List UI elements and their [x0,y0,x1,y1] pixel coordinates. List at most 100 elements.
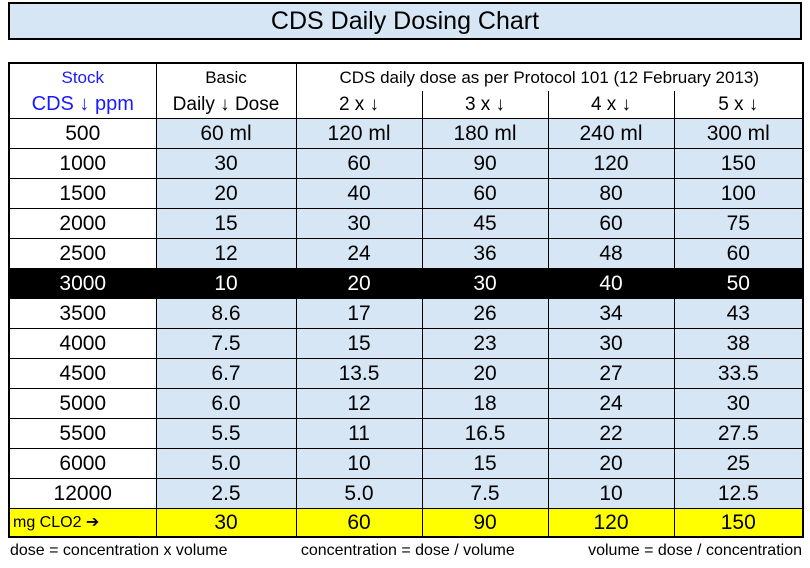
cell: 38 [673,328,804,359]
cell: 3500 [8,298,157,329]
title: CDS Daily Dosing Chart [8,2,802,40]
cell: 12 [295,388,423,419]
cell: 20 [295,268,423,299]
cell: 2500 [8,238,157,269]
cell: 5.5 [155,418,297,449]
cell: 27.5 [673,418,804,449]
total-cell: 120 [547,508,675,538]
header-row: CDS ↓ ppm Daily ↓ Dose 2 x ↓ 3 x ↓ 4 x ↓ 5 x … [8,91,804,119]
data-row: 12000 2.5 5.0 7.5 10 12.5 [8,478,804,509]
cell: 4000 [8,328,157,359]
data-row: 6000 5.0 10 15 20 25 [8,448,804,479]
cell: 15 [155,208,297,239]
table-head: Stock Basic CDS daily dose as per Protocol… [8,62,804,119]
cell: 12000 [8,478,157,509]
total-cell: mg CLO2 ➔ [8,508,157,538]
cell: 16.5 [421,418,549,449]
cell: 60 [295,148,423,179]
header-cell: 4 x ↓ [547,91,675,119]
cell: 10 [547,478,675,509]
cell: 30 [295,208,423,239]
cell: 60 [673,238,804,269]
cell: 25 [673,448,804,479]
cell: 40 [295,178,423,209]
total-cell: 30 [155,508,297,538]
cell: 36 [421,238,549,269]
cell: 7.5 [421,478,549,509]
header-cell: 5 x ↓ [673,91,804,119]
table-body: 500 60 ml 120 ml 180 ml 240 ml 300 ml 1000 30 60… [8,118,804,509]
cell: 150 [673,148,804,179]
cell: 11 [295,418,423,449]
cell: 60 [421,178,549,209]
cell: 180 ml [421,118,549,149]
dosing-table: Stock Basic CDS daily dose as per Protocol… [8,62,804,538]
total-cell: 90 [421,508,549,538]
cell: 6.7 [155,358,297,389]
header-cell: Stock [8,62,157,91]
cell: 30 [547,328,675,359]
cell: 7.5 [155,328,297,359]
header-cell: Basic [155,62,297,91]
data-row: 4000 7.5 15 23 30 38 [8,328,804,359]
cell: 50 [673,268,804,299]
cell: 12 [155,238,297,269]
cell: 45 [421,208,549,239]
cell: 2.5 [155,478,297,509]
cell: 22 [547,418,675,449]
cell: 6000 [8,448,157,479]
data-row: 3500 8.6 17 26 34 43 [8,298,804,329]
cell: 26 [421,298,549,329]
cell: 5.0 [155,448,297,479]
cell: 1000 [8,148,157,179]
cell: 2000 [8,208,157,239]
formula: volume = dose / concentration [588,542,802,559]
cell: 80 [547,178,675,209]
cell: 12.5 [673,478,804,509]
data-row: 500 60 ml 120 ml 180 ml 240 ml 300 ml [8,118,804,149]
cell: 5000 [8,388,157,419]
cell: 27 [547,358,675,389]
cell: 30 [155,148,297,179]
cell: 10 [295,448,423,479]
cell: 5500 [8,418,157,449]
cell: 20 [421,358,549,389]
header-cell: Daily ↓ Dose [155,91,297,119]
total-row: mg CLO2 ➔ 30 60 90 120 150 [8,508,804,538]
cell: 8.6 [155,298,297,329]
cell: 120 ml [295,118,423,149]
formula: dose = concentration x volume [10,542,228,559]
cell: 6.0 [155,388,297,419]
cell: 3000 [8,268,157,299]
cell: 17 [295,298,423,329]
cell: 30 [421,268,549,299]
cell: 24 [547,388,675,419]
data-row: 5000 6.0 12 18 24 30 [8,388,804,419]
table-total: mg CLO2 ➔ 30 60 90 120 150 [8,508,804,538]
cell: 33.5 [673,358,804,389]
header-cell: CDS ↓ ppm [8,91,157,119]
cell: 18 [421,388,549,419]
data-row: 3000 10 20 30 40 50 [8,268,804,299]
cell: 20 [155,178,297,209]
cell: 23 [421,328,549,359]
cell: 75 [673,208,804,239]
cell: 10 [155,268,297,299]
data-row: 1000 30 60 90 120 150 [8,148,804,179]
cell: 30 [673,388,804,419]
header-cell: CDS daily dose as per Protocol 101 (12 F… [295,62,804,91]
cell: 43 [673,298,804,329]
data-row: 5500 5.5 11 16.5 22 27.5 [8,418,804,449]
cell: 60 [547,208,675,239]
cell: 240 ml [547,118,675,149]
cell: 100 [673,178,804,209]
cell: 1500 [8,178,157,209]
cell: 15 [421,448,549,479]
cell: 60 ml [155,118,297,149]
data-row: 2500 12 24 36 48 60 [8,238,804,269]
cell: 15 [295,328,423,359]
cell: 120 [547,148,675,179]
header-cell: 3 x ↓ [421,91,549,119]
cell: 40 [547,268,675,299]
